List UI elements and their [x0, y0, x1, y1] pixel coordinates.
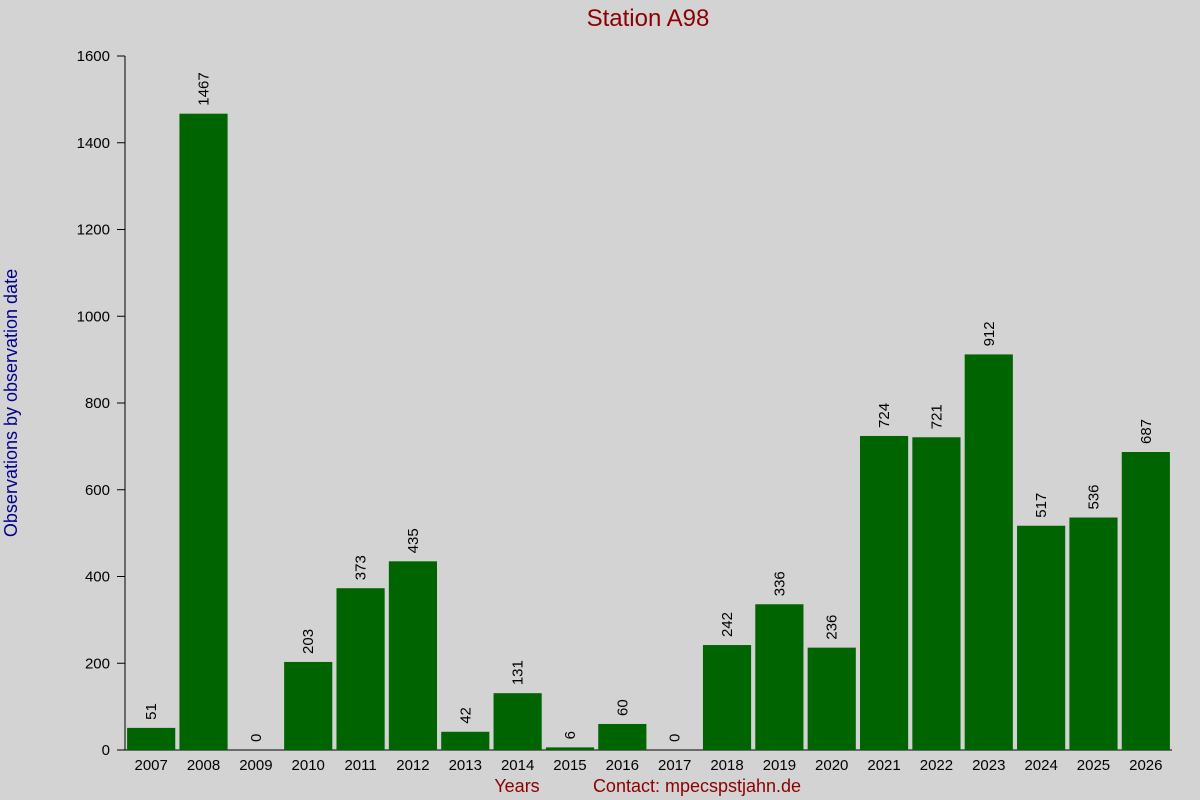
- x-tick-label: 2025: [1077, 757, 1110, 774]
- x-tick-label: 2015: [553, 757, 586, 774]
- y-tick-label: 200: [85, 655, 110, 672]
- value-label: 42: [457, 707, 474, 724]
- x-tick-label: 2007: [134, 757, 167, 774]
- value-label: 721: [928, 404, 945, 429]
- y-tick-label: 400: [85, 569, 110, 586]
- x-tick-label: 2013: [449, 757, 482, 774]
- x-tick-label: 2022: [920, 757, 953, 774]
- y-tick-label: 600: [85, 482, 110, 499]
- value-label: 0: [667, 734, 684, 742]
- x-tick-label: 2018: [710, 757, 743, 774]
- bar: [1017, 525, 1066, 750]
- x-tick-label: 2009: [239, 757, 272, 774]
- value-label: 687: [1138, 419, 1155, 444]
- value-label: 51: [143, 703, 160, 720]
- x-tick-label: 2021: [867, 757, 900, 774]
- value-label: 6: [562, 731, 579, 739]
- bar: [545, 747, 595, 750]
- bar: [755, 604, 804, 750]
- x-tick-label: 2017: [658, 757, 691, 774]
- x-tick-label: 2024: [1024, 757, 1057, 774]
- x-axis-label: Years: [494, 776, 539, 796]
- value-label: 0: [248, 734, 265, 742]
- x-tick-label: 2016: [606, 757, 639, 774]
- value-label: 131: [510, 660, 527, 685]
- bar: [336, 588, 385, 750]
- value-label: 60: [614, 699, 631, 716]
- y-tick-label: 800: [85, 395, 110, 412]
- bar: [912, 437, 961, 750]
- x-tick-label: 2011: [344, 757, 376, 774]
- x-tick-label: 2020: [815, 757, 848, 774]
- x-tick-label: 2026: [1129, 757, 1162, 774]
- x-tick-label: 2008: [187, 757, 220, 774]
- y-tick-label: 1000: [77, 308, 110, 325]
- bar: [179, 113, 228, 751]
- value-label: 203: [300, 629, 317, 654]
- x-tick-label: 2014: [501, 757, 534, 774]
- bar: [388, 561, 438, 750]
- x-tick-label: 2012: [396, 757, 429, 774]
- bar: [127, 727, 176, 750]
- x-tick-label: 2010: [292, 757, 325, 774]
- value-label: 912: [981, 321, 998, 346]
- y-tick-label: 1200: [77, 222, 110, 239]
- x-tick-label: 2023: [972, 757, 1005, 774]
- value-label: 242: [719, 612, 736, 637]
- y-tick-label: 1600: [77, 48, 110, 65]
- bar: [1069, 517, 1118, 750]
- bar: [598, 723, 647, 750]
- x-tick-label: 2019: [763, 757, 796, 774]
- value-label: 724: [876, 403, 893, 428]
- annotation: Contact: mpecspstjahn.de: [593, 776, 801, 796]
- bar: [702, 645, 752, 750]
- bar: [964, 354, 1013, 750]
- y-axis-label: Observations by observation date: [1, 269, 21, 537]
- value-label: 517: [1033, 493, 1050, 518]
- bar: [859, 435, 909, 750]
- value-label: 1467: [196, 72, 213, 105]
- chart-title: Station A98: [587, 5, 710, 32]
- bar: [493, 693, 542, 750]
- y-tick-label: 0: [102, 742, 110, 759]
- bar: [284, 661, 333, 750]
- value-label: 435: [405, 528, 422, 553]
- value-label: 236: [824, 615, 841, 640]
- bar: [1121, 452, 1170, 750]
- y-tick-label: 1400: [77, 135, 110, 152]
- value-label: 373: [353, 555, 370, 580]
- bar: [807, 647, 856, 750]
- value-label: 536: [1085, 484, 1102, 509]
- bar: [441, 731, 490, 750]
- value-label: 336: [771, 571, 788, 596]
